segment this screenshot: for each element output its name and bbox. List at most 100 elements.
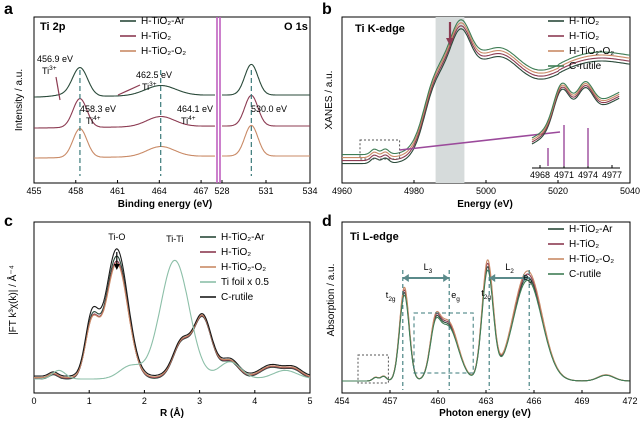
panel-c-frame: [33, 221, 311, 394]
panel-d-series-3: [342, 269, 630, 382]
panel-c-peak-label-1: Ti-Ti: [166, 234, 183, 244]
panel-b-inset-tick-label-2: 4974: [578, 170, 598, 180]
panel-c-xtick-label-3: 3: [197, 396, 202, 406]
panel-d-xtick-label-6: 472: [622, 396, 637, 406]
panel-b-inset-series-0: [531, 87, 620, 145]
panel-d-legend-entry-3: C-rutile: [569, 269, 602, 280]
panel-a-label: a: [4, 1, 13, 18]
panel-c-legend-entry-3: Ti foil x 0.5: [221, 277, 269, 288]
panel-c-legend-entry-1: H-TiO₂: [221, 247, 251, 258]
panel-a-series-0-ti2p: [34, 66, 215, 98]
panel-d-arrow-l3-head-right: [443, 274, 450, 282]
panel-c-xlabel: R (Å): [160, 406, 184, 419]
panel-b-xtick-label-0: 4960: [332, 186, 352, 196]
panel-a-series-2-o1s: [222, 124, 310, 157]
panel-d-label-1: eg: [451, 290, 460, 303]
panel-a-series-1-o1s: [222, 94, 310, 127]
panel-a-xlabel: Binding energy (eV): [118, 199, 212, 210]
panel-c-legend-entry-2: H-TiO₂-O₂: [221, 262, 266, 273]
panel-d-xtick-label-4: 466: [526, 396, 541, 406]
panel-a-arrow-1: [117, 84, 141, 96]
panel-a-xtick-right-label-2: 534: [302, 186, 317, 196]
panel-c-xtick-label-1: 1: [87, 396, 92, 406]
panel-a-annotation-3: 464.1 eV: [177, 104, 213, 114]
panel-c-peak-label-0: Ti-O: [108, 232, 125, 242]
panel-a-xtick-right-label-1: 531: [258, 186, 273, 196]
panel-b-series-0: [342, 28, 631, 165]
panel-c-legend-entry-4: C-rutile: [221, 292, 254, 303]
panel-d-label-5: L2: [505, 262, 514, 275]
panel-c-series-3: [34, 259, 311, 380]
panel-b-series-3: [342, 19, 631, 156]
panel-c-series-4: [34, 248, 311, 377]
panel-d-pre-edge-box: [357, 354, 389, 384]
panel-d-xtick-label-3: 463: [478, 396, 493, 406]
panel-a-series-2-ti2p: [34, 128, 216, 159]
panel-b-arrow-main-head: [446, 38, 454, 46]
panel-b-inset-tick-label-0: 4968: [530, 170, 550, 180]
panel-d-label-4: L3: [424, 262, 433, 275]
panel-a-frame: [33, 16, 311, 184]
panel-d-eg-box: [413, 312, 474, 374]
panel-b-inset-series-2: [531, 83, 620, 141]
panel-b-legend-entry-3: C-rutile: [569, 61, 602, 72]
panel-a-series-1-ti2p: [34, 98, 216, 129]
panel-b-title: Ti K-edge: [355, 23, 405, 35]
panel-b-xlabel: Energy (eV): [457, 199, 513, 210]
panel-d-xtick-label-5: 469: [574, 396, 589, 406]
panel-a-annotation-2-state: Ti4+: [86, 115, 101, 126]
panel-b-inset-series-1: [531, 85, 620, 143]
panel-b-legend-entry-2: H-TiO₂-O₂: [569, 46, 614, 57]
panel-b-inset-series-3: [531, 81, 620, 139]
panel-b-inset-pointer: [399, 131, 561, 151]
panel-c-arrow-head: [113, 264, 120, 270]
panel-d-legend-entry-2: H-TiO₂-O₂: [569, 254, 614, 265]
panel-d-ylabel: Absorption / a.u.: [326, 264, 337, 337]
panel-a-annotation-0-state: Ti3+: [42, 65, 57, 76]
panel-d-arrow-l3-head-left: [402, 274, 409, 282]
panel-b-inset-tick-label-3: 4977: [602, 170, 622, 180]
panel-d-legend-entry-1: H-TiO₂: [569, 239, 599, 250]
panel-b-xtick-label-2: 5000: [476, 186, 496, 196]
panel-a-xtick-label-3: 464: [152, 186, 167, 196]
panel-a-ylabel: Intensity / a.u.: [14, 69, 25, 131]
panel-a-annotation-0: 456.9 eV: [37, 54, 73, 64]
panel-d-series-0: [342, 265, 630, 382]
panel-a-annotation-2: 458.3 eV: [80, 104, 116, 114]
panel-a-title-left: Ti 2p: [40, 21, 66, 33]
panel-d-legend-entry-0: H-TiO₂-Ar: [569, 224, 613, 235]
panel-b-xtick-label-1: 4980: [404, 186, 424, 196]
panel-d-xtick-label-0: 454: [334, 396, 349, 406]
panel-a-legend-entry-2: H-TiO₂-O₂: [141, 46, 186, 57]
panel-a-xtick-label-2: 461: [110, 186, 125, 196]
panel-a-annotation-1-state: Ti3+: [142, 81, 157, 92]
panel-b-label: b: [322, 1, 332, 18]
panel-a-xtick-label-0: 455: [26, 186, 41, 196]
panel-b-xtick-label-3: 5020: [548, 186, 568, 196]
panel-a-legend-entry-1: H-TiO₂: [141, 31, 171, 42]
panel-a-xtick-label-1: 458: [68, 186, 83, 196]
panel-b-ylabel: XANES / a.u.: [324, 71, 335, 130]
panel-c-ylabel: |FT k³χ(k)| / Å⁻⁴: [6, 265, 19, 335]
panel-d-label: d: [322, 213, 332, 230]
panel-a-series-0-o1s: [222, 63, 310, 96]
panel-a-annotation-3-state: Ti4+: [181, 115, 196, 126]
panel-c-xtick-label-5: 5: [307, 396, 312, 406]
panel-b-series-2: [342, 22, 631, 159]
panel-c-xtick-label-2: 2: [142, 396, 147, 406]
panel-b-series-1: [342, 25, 631, 162]
panel-b-legend-entry-0: H-TiO₂: [569, 16, 599, 27]
panel-d-label-3: eg: [523, 272, 532, 285]
panel-d-title: Ti L-edge: [350, 231, 399, 243]
panel-a-annotation-4: 530.0 eV: [251, 104, 287, 114]
panel-a-title-right: O 1s: [284, 21, 308, 33]
panel-a-annotation-1: 462.5 eV: [136, 70, 172, 80]
panel-a-xtick-right-label-0: 528: [214, 186, 229, 196]
panel-c-xtick-label-4: 4: [252, 396, 257, 406]
panel-c-legend-entry-0: H-TiO₂-Ar: [221, 232, 265, 243]
panel-b-legend-entry-1: H-TiO₂: [569, 31, 599, 42]
panel-b-inset-tick-label-1: 4971: [554, 170, 574, 180]
panel-a-legend-entry-0: H-TiO₂-Ar: [141, 16, 185, 27]
panel-a-xtick-label-4: 467: [194, 186, 209, 196]
